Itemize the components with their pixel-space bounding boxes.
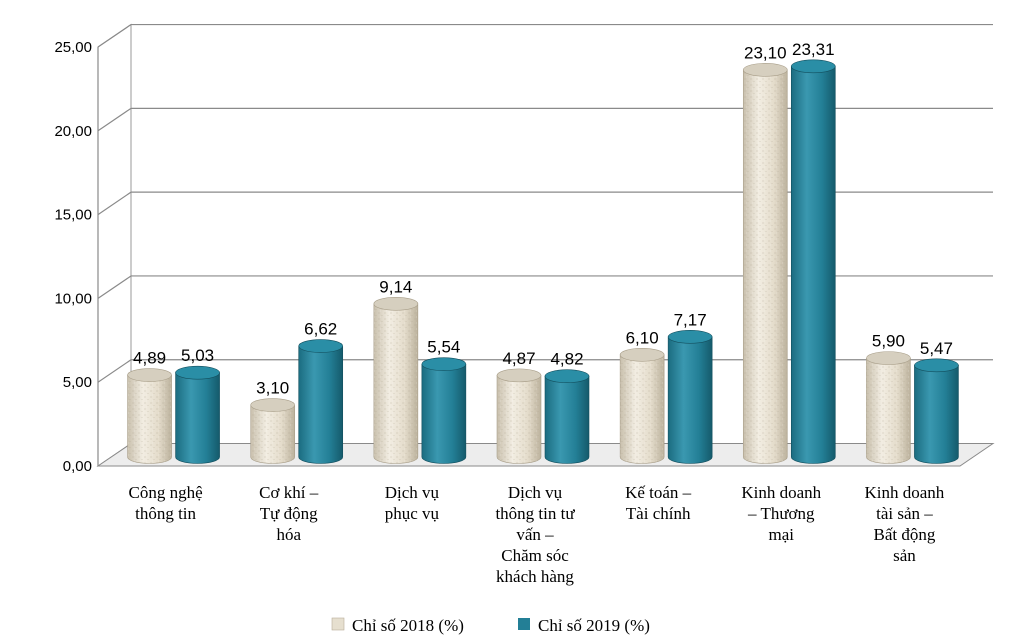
y-tick-label: 5,00 bbox=[63, 374, 92, 391]
x-tick-label: Dịch vụ thông tin tư vấn – Chăm sóc khách hà… bbox=[495, 483, 575, 586]
bar-top bbox=[496, 368, 542, 383]
y-tick-label: 25,00 bbox=[54, 39, 92, 56]
data-label: 5,54 bbox=[427, 338, 460, 357]
y-tick-label: 10,00 bbox=[54, 290, 92, 307]
gridline bbox=[97, 191, 993, 216]
bar-texture bbox=[620, 354, 665, 464]
bar-2018 bbox=[496, 368, 542, 464]
bar-top bbox=[544, 369, 590, 384]
bar-body bbox=[544, 375, 590, 464]
data-label: 4,89 bbox=[133, 349, 166, 368]
bar-body bbox=[298, 345, 344, 464]
x-tick-label: Công nghệ thông tin bbox=[129, 483, 203, 523]
data-label: 4,82 bbox=[550, 350, 583, 369]
bar-2019 bbox=[790, 59, 836, 464]
bar-top bbox=[667, 330, 713, 344]
data-label: 6,10 bbox=[626, 328, 659, 347]
bar-body bbox=[914, 365, 959, 464]
data-label: 4,87 bbox=[502, 349, 535, 368]
bar-body bbox=[175, 372, 220, 464]
bar-texture bbox=[866, 358, 911, 464]
x-tick-label: Cơ khí – Tự động hóa bbox=[259, 483, 319, 544]
x-tick-label: Kế toán – Tài chính bbox=[625, 483, 692, 523]
bar-2019 bbox=[175, 365, 220, 464]
bar-2019 bbox=[421, 357, 467, 464]
bar-top bbox=[421, 357, 467, 371]
category-labels: Công nghệ thông tin Cơ khí – Tự động hóa Dịch… bbox=[129, 483, 945, 586]
bar-texture bbox=[373, 303, 418, 464]
bar-top bbox=[914, 358, 959, 373]
bar-2018 bbox=[619, 347, 665, 464]
side-wall bbox=[97, 23, 132, 467]
data-labels: 4,89 5,03 3,10 6,62 9,14 5,54 4,87 4,82 6,10 7,17… bbox=[133, 40, 953, 398]
x-tick-label: Kinh doanh – Thương mại bbox=[741, 483, 821, 544]
data-label: 5,47 bbox=[920, 339, 953, 358]
bar-body bbox=[421, 363, 467, 464]
bar-2018 bbox=[866, 351, 911, 464]
gridline bbox=[97, 107, 993, 132]
gridlines bbox=[97, 23, 993, 383]
bar-top bbox=[127, 368, 172, 382]
bar-texture bbox=[127, 375, 172, 464]
bars bbox=[127, 59, 959, 464]
bar-texture bbox=[250, 405, 295, 464]
data-label: 3,10 bbox=[256, 379, 289, 398]
bar-2018 bbox=[742, 63, 788, 464]
legend-label-2018: Chỉ số 2018 (%) bbox=[352, 616, 464, 635]
bar-texture bbox=[743, 69, 788, 464]
bar-2018 bbox=[373, 297, 419, 464]
bar-2019 bbox=[667, 330, 713, 464]
legend-swatch-2018 bbox=[331, 617, 345, 631]
legend-swatch-2019 bbox=[518, 618, 530, 630]
bar-2018 bbox=[250, 398, 296, 464]
legend-label-2019: Chỉ số 2019 (%) bbox=[538, 616, 650, 635]
legend: Chỉ số 2018 (%) Chỉ số 2019 (%) bbox=[331, 616, 650, 635]
x-tick-label: Dịch vụ phục vụ bbox=[385, 483, 440, 523]
data-label: 5,90 bbox=[872, 332, 905, 351]
y-tick-label: 20,00 bbox=[54, 123, 92, 140]
data-label: 7,17 bbox=[674, 310, 707, 329]
y-tick-label: 15,00 bbox=[54, 207, 92, 224]
x-tick-label: Kinh doanh tài sản – Bất động sản bbox=[865, 483, 945, 565]
gridline bbox=[97, 23, 993, 48]
bar-2019 bbox=[544, 369, 590, 464]
data-label: 9,14 bbox=[379, 277, 412, 296]
y-tick-label: 0,00 bbox=[63, 458, 92, 475]
bar-texture bbox=[497, 375, 541, 464]
data-label: 6,62 bbox=[304, 320, 337, 339]
data-label: 5,03 bbox=[181, 346, 214, 365]
bar-top bbox=[742, 63, 788, 77]
bar-top bbox=[298, 339, 344, 353]
y-axis: 0,00 5,00 10,00 15,00 20,00 25,00 bbox=[54, 39, 99, 475]
bar-top bbox=[866, 351, 911, 365]
bar-top bbox=[250, 398, 296, 412]
bar-top bbox=[790, 59, 836, 74]
bar-top bbox=[619, 347, 665, 362]
bar-body bbox=[790, 66, 836, 464]
bar-body bbox=[667, 336, 713, 464]
data-label: 23,31 bbox=[792, 40, 835, 59]
bar-2018 bbox=[127, 368, 172, 464]
bar-top bbox=[373, 297, 419, 311]
gridline bbox=[97, 275, 993, 299]
bar-top bbox=[175, 365, 220, 380]
bar-2019 bbox=[298, 339, 344, 464]
bar-2019 bbox=[914, 358, 959, 464]
data-label: 23,10 bbox=[744, 43, 787, 62]
